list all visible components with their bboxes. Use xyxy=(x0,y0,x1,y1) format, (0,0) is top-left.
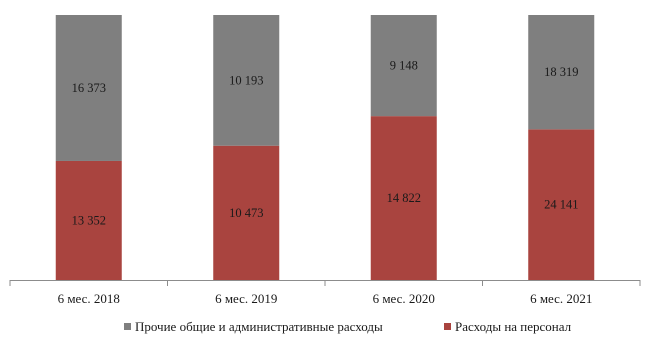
value-label-personnel-2: 14 822 xyxy=(387,191,421,205)
x-tick-label-0: 6 мес. 2018 xyxy=(58,291,120,306)
bar-personnel-0 xyxy=(55,160,122,280)
value-labels-layer: 13 352 16 373 10 473 10 193 14 822 9 148 24 14… xyxy=(72,59,579,228)
bars-layer xyxy=(55,15,595,280)
value-label-other-admin-1: 10 193 xyxy=(229,73,263,87)
bar-other-admin-0 xyxy=(55,15,122,161)
value-label-personnel-3: 24 141 xyxy=(544,198,578,212)
bar-personnel-3 xyxy=(528,129,595,280)
value-label-personnel-0: 13 352 xyxy=(72,213,106,227)
value-label-other-admin-0: 16 373 xyxy=(72,81,106,95)
x-axis-tick-labels: 6 мес. 2018 6 мес. 2019 6 мес. 2020 6 мес. … xyxy=(58,291,593,306)
x-tick-label-1: 6 мес. 2019 xyxy=(215,291,277,306)
value-label-other-admin-3: 18 319 xyxy=(544,65,578,79)
legend: Прочие общие и административные расходы Р… xyxy=(124,319,572,334)
legend-swatch-1 xyxy=(444,323,451,330)
x-axis-ticks xyxy=(9,280,641,286)
value-label-personnel-1: 10 473 xyxy=(229,206,263,220)
x-tick-label-3: 6 мес. 2021 xyxy=(530,291,592,306)
value-label-other-admin-2: 9 148 xyxy=(390,59,418,73)
bar-other-admin-1 xyxy=(213,15,280,146)
legend-label-1: Расходы на персонал xyxy=(455,319,572,334)
legend-label-0: Прочие общие и административные расходы xyxy=(135,319,383,334)
bar-other-admin-2 xyxy=(370,15,437,117)
x-tick-label-2: 6 мес. 2020 xyxy=(373,291,435,306)
bar-other-admin-3 xyxy=(528,15,595,130)
legend-swatch-0 xyxy=(124,323,131,330)
bar-personnel-2 xyxy=(370,116,437,280)
bar-personnel-1 xyxy=(213,145,280,280)
